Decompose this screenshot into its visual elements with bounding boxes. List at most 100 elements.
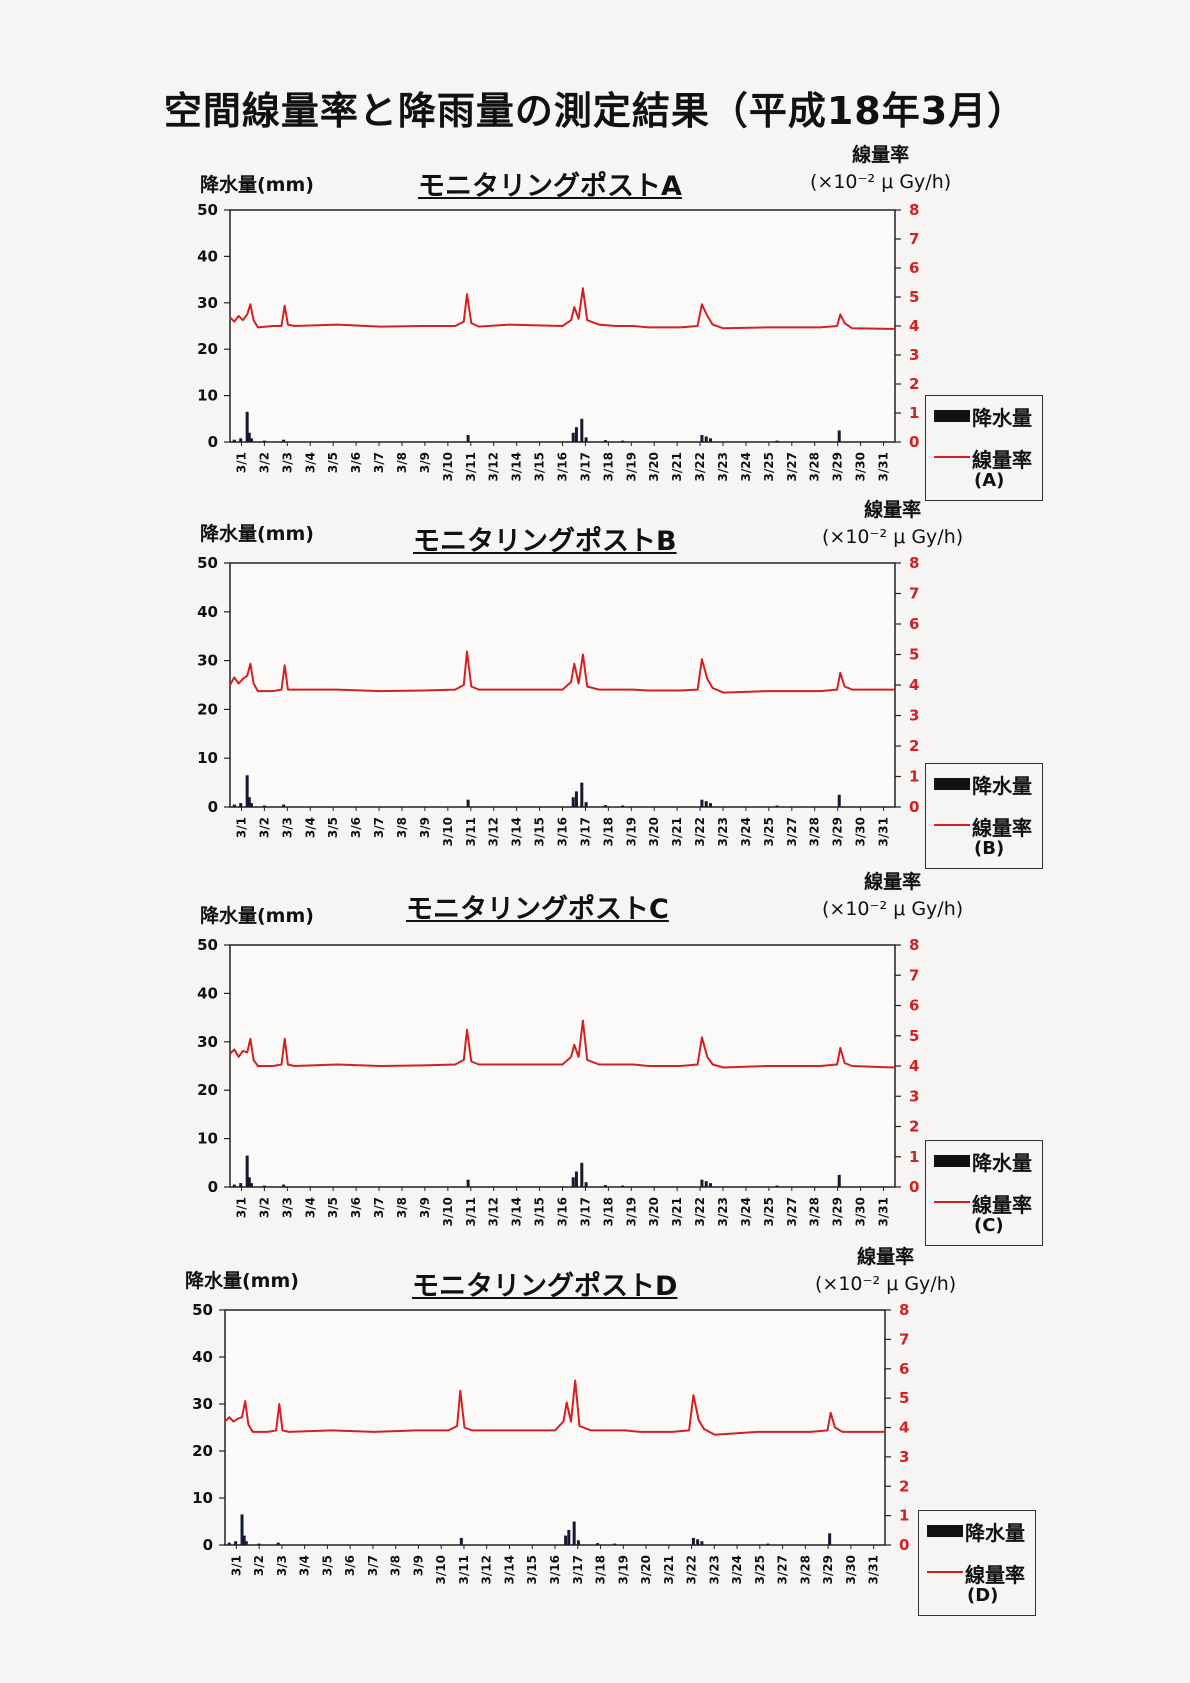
rain-bar <box>574 427 578 442</box>
rain-bar <box>232 439 236 442</box>
rain-bar <box>247 1177 251 1187</box>
chart-panel-c: モニタリングポストC 降水量(mm) 線量率 (×10⁻² μ Gy/h) 降水量 線量率… <box>0 865 1190 1246</box>
x-tick-label: 3/11 <box>464 817 478 846</box>
left-tick-label: 50 <box>197 554 218 572</box>
legend-dose-swatch <box>934 1201 970 1203</box>
right-axis-label: 線量率 (×10⁻² μ Gy/h) <box>822 495 963 548</box>
rain-bar <box>232 804 236 807</box>
right-tick-label: 4 <box>909 317 919 335</box>
left-axis-label: 降水量(mm) <box>200 174 314 196</box>
rain-bar <box>700 1179 704 1187</box>
rain-bar <box>704 1181 708 1187</box>
legend-dose-label: 線量率 <box>972 448 1032 472</box>
legend-rain-label: 降水量 <box>965 1521 1025 1545</box>
right-axis-label-line1: 線量率 <box>864 871 922 893</box>
rain-bar <box>700 1541 704 1545</box>
left-tick-label: 50 <box>197 201 218 219</box>
rain-bar <box>571 1177 575 1187</box>
legend-dose-swatch <box>934 456 970 458</box>
page-title: 空間線量率と降雨量の測定結果（平成18年3月） <box>163 89 1027 133</box>
x-tick-label: 3/17 <box>578 817 592 846</box>
x-tick-label: 3/31 <box>877 1197 891 1226</box>
x-tick-label: 3/2 <box>257 1197 271 1218</box>
rain-bar <box>242 1535 246 1545</box>
left-tick-label: 20 <box>197 1081 218 1099</box>
rain-bar <box>282 804 286 807</box>
chart-legend: 降水量 線量率 (B) <box>925 763 1043 869</box>
x-tick-label: 3/12 <box>487 452 501 481</box>
x-tick-label: 3/17 <box>571 1555 585 1584</box>
left-tick-label: 20 <box>192 1442 213 1460</box>
rain-bar <box>621 440 625 442</box>
rain-bar <box>245 411 249 442</box>
x-tick-label: 3/19 <box>624 1197 638 1226</box>
x-tick-label: 3/29 <box>821 1555 835 1584</box>
rain-bar <box>704 436 708 442</box>
x-tick-label: 3/6 <box>349 452 363 473</box>
left-axis-label: 降水量(mm) <box>185 1270 299 1292</box>
right-axis-label-line1: 線量率 <box>864 499 922 521</box>
rain-bar <box>696 1539 700 1545</box>
x-tick-label: 3/29 <box>831 817 845 846</box>
right-axis-label-line2: (×10⁻² μ Gy/h) <box>822 898 964 920</box>
dose-rate-line <box>229 650 895 694</box>
rain-bar <box>580 418 584 442</box>
x-tick-label: 3/3 <box>280 1197 294 1218</box>
rain-bar <box>580 782 584 807</box>
x-tick-label: 3/5 <box>326 1197 340 1218</box>
x-tick-label: 3/19 <box>616 1555 630 1584</box>
right-tick-label: 6 <box>899 1360 909 1378</box>
x-tick-label: 3/1 <box>229 1555 243 1576</box>
x-tick-label: 3/8 <box>389 1555 403 1576</box>
rain-bar <box>567 1529 571 1545</box>
x-tick-label: 3/16 <box>548 1555 562 1584</box>
legend-suffix: (A) <box>974 470 1005 491</box>
x-tick-label: 3/21 <box>670 1197 684 1226</box>
left-tick-label: 30 <box>192 1395 213 1413</box>
right-tick-label: 0 <box>909 1178 919 1196</box>
x-tick-label: 3/15 <box>533 817 547 846</box>
x-tick-label: 3/2 <box>257 452 271 473</box>
chart-panel-d: モニタリングポストD 降水量(mm) 線量率 (×10⁻² μ Gy/h) 降水量 線量率… <box>0 1242 1190 1622</box>
rain-bar <box>239 438 243 442</box>
right-tick-label: 7 <box>899 1330 909 1348</box>
x-tick-label: 3/10 <box>441 1197 455 1226</box>
x-tick-label: 3/8 <box>395 1197 409 1218</box>
rain-bar <box>700 435 704 442</box>
left-tick-label: 20 <box>197 340 218 358</box>
right-axis-label-line2: (×10⁻² μ Gy/h) <box>815 1273 957 1295</box>
x-tick-label: 3/20 <box>639 1555 653 1584</box>
x-tick-label: 3/20 <box>647 817 661 846</box>
rain-bar <box>232 1184 236 1187</box>
x-tick-label: 3/23 <box>707 1555 721 1584</box>
rain-bar <box>621 1185 625 1187</box>
right-axis-label: 線量率 (×10⁻² μ Gy/h) <box>822 867 963 920</box>
legend-suffix: (B) <box>974 838 1005 859</box>
rain-bar <box>240 1514 244 1545</box>
right-tick-label: 4 <box>909 676 919 694</box>
x-tick-label: 3/1 <box>234 1197 248 1218</box>
rain-bar <box>621 805 625 807</box>
x-tick-label: 3/7 <box>366 1555 380 1576</box>
rain-bar <box>249 438 253 442</box>
x-tick-label: 3/21 <box>670 817 684 846</box>
right-tick-label: 5 <box>909 288 919 306</box>
left-tick-label: 10 <box>192 1489 213 1507</box>
chart-title: モニタリングポストD <box>412 1271 678 1302</box>
left-tick-label: 0 <box>203 1536 213 1554</box>
rain-bar <box>837 430 841 442</box>
legend-rain-swatch <box>934 778 970 790</box>
right-tick-label: 0 <box>909 433 919 451</box>
rain-bar <box>234 1541 238 1545</box>
left-axis-label: 降水量(mm) <box>200 523 314 545</box>
right-tick-label: 4 <box>899 1419 909 1437</box>
legend-dose-label: 線量率 <box>972 816 1032 840</box>
x-tick-label: 3/22 <box>693 817 707 846</box>
x-tick-label: 3/12 <box>480 1555 494 1584</box>
x-tick-label: 3/16 <box>556 817 570 846</box>
rain-bar <box>282 1184 286 1187</box>
x-tick-label: 3/6 <box>343 1555 357 1576</box>
x-tick-label: 3/12 <box>487 817 501 846</box>
left-tick-label: 10 <box>197 749 218 767</box>
x-tick-label: 3/5 <box>326 452 340 473</box>
